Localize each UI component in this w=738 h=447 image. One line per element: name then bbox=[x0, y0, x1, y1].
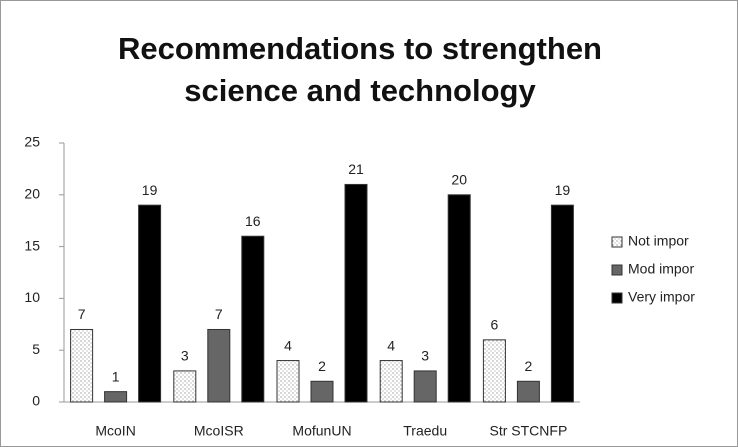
value-label: 3 bbox=[181, 348, 189, 364]
y-tick-label: 15 bbox=[24, 237, 40, 253]
legend-swatch bbox=[611, 236, 623, 248]
x-tick-label: Str STCNFP bbox=[490, 423, 568, 439]
value-label: 2 bbox=[525, 358, 533, 374]
bar bbox=[276, 360, 300, 403]
value-label: 19 bbox=[142, 182, 158, 198]
bar bbox=[104, 391, 128, 403]
bar bbox=[310, 380, 334, 403]
bar bbox=[516, 380, 540, 403]
y-tick-label: 5 bbox=[32, 341, 40, 357]
bar bbox=[482, 339, 506, 403]
y-tick-label: 10 bbox=[24, 289, 40, 305]
bar bbox=[379, 360, 403, 403]
value-label: 7 bbox=[78, 306, 86, 322]
chart-title: Recommendations to strengthen science an… bbox=[118, 31, 602, 108]
value-label: 3 bbox=[421, 348, 429, 364]
bar bbox=[173, 370, 197, 403]
bar bbox=[70, 328, 94, 403]
bar bbox=[413, 370, 437, 403]
bar bbox=[241, 235, 265, 403]
value-label: 4 bbox=[284, 337, 292, 353]
bar bbox=[138, 204, 162, 403]
value-label: 19 bbox=[555, 182, 571, 198]
bar bbox=[344, 183, 368, 403]
x-tick-label: McoISR bbox=[194, 423, 244, 439]
value-label: 7 bbox=[215, 306, 223, 322]
bar bbox=[447, 194, 471, 403]
x-tick-label: Traedu bbox=[403, 423, 447, 439]
bar bbox=[550, 204, 574, 403]
bar bbox=[207, 328, 231, 403]
legend-swatch bbox=[611, 264, 623, 276]
legend-label: Not impor bbox=[628, 233, 689, 249]
value-label: 21 bbox=[348, 161, 364, 177]
value-label: 2 bbox=[318, 358, 326, 374]
y-tick-label: 25 bbox=[24, 134, 40, 150]
value-label: 20 bbox=[451, 172, 467, 188]
value-label: 6 bbox=[491, 317, 499, 333]
legend-swatch bbox=[611, 292, 623, 304]
legend-label: Very impor bbox=[628, 289, 695, 305]
y-tick-label: 20 bbox=[24, 186, 40, 202]
value-label: 16 bbox=[245, 213, 261, 229]
value-label: 1 bbox=[112, 368, 120, 384]
x-tick-label: MofunUN bbox=[292, 423, 351, 439]
value-label: 4 bbox=[387, 337, 395, 353]
y-tick-label: 0 bbox=[32, 393, 40, 409]
x-tick-label: McoIN bbox=[95, 423, 135, 439]
legend-label: Mod impor bbox=[628, 261, 694, 277]
